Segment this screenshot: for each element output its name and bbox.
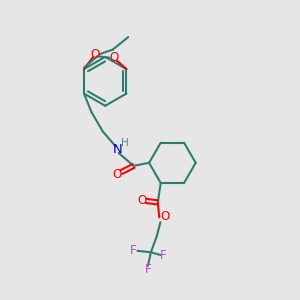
Text: O: O: [160, 210, 169, 223]
Text: O: O: [138, 194, 147, 207]
Text: N: N: [112, 143, 122, 156]
Text: O: O: [109, 51, 119, 64]
Text: O: O: [112, 168, 122, 181]
Text: F: F: [145, 263, 151, 276]
Text: H: H: [121, 138, 129, 148]
Text: F: F: [160, 249, 167, 262]
Text: O: O: [91, 48, 100, 61]
Text: F: F: [130, 244, 137, 257]
